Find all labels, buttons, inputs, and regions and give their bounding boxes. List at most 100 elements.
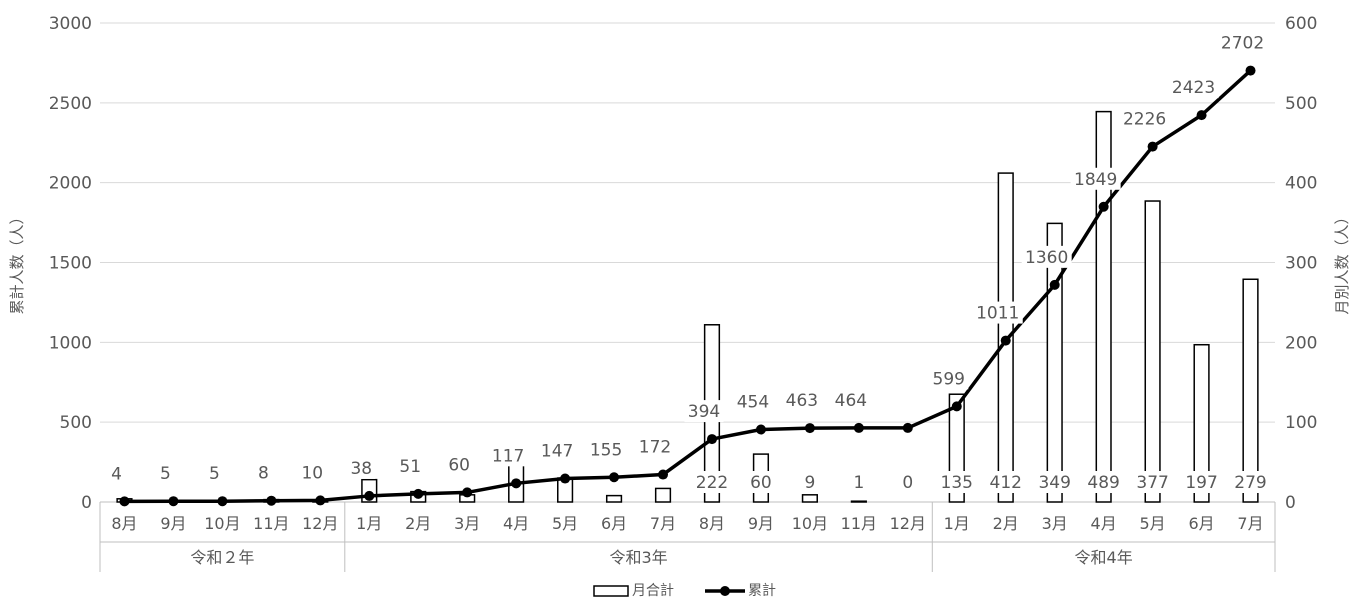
line-label-bg (205, 462, 223, 485)
bar-label-bg (889, 471, 926, 493)
line-label-bg (831, 388, 871, 411)
bar-label-bg (693, 471, 730, 493)
line-label-bg (635, 435, 675, 458)
bar-data-label: 9 (804, 473, 815, 493)
line-point (560, 473, 571, 484)
line-point (217, 496, 228, 507)
line-data-label: 60 (448, 455, 470, 475)
bar-label-bg (1085, 471, 1122, 493)
x-tick-label: 8月 (111, 514, 137, 533)
bar-label-bg (1183, 471, 1220, 493)
y-left-tick-label: 3000 (49, 14, 92, 34)
bar-label-bg (938, 471, 975, 493)
y-left-tick-label: 2500 (49, 94, 92, 114)
x-tick-label: 12月 (890, 514, 926, 533)
line-point (1049, 279, 1060, 290)
line-label-bg (488, 444, 528, 467)
line-point (462, 487, 473, 498)
x-tick-label: 6月 (601, 514, 627, 533)
line-label-bg (298, 461, 327, 484)
y-right-tick-label: 200 (1285, 333, 1317, 353)
y-right-axis-title: 月別人数（人） (1333, 209, 1351, 314)
line-data-label: 38 (350, 459, 372, 479)
x-tick-label: 11月 (841, 514, 877, 533)
line-label-bg (1070, 167, 1121, 190)
line-label-bg (1168, 76, 1219, 99)
bar-月合計 (654, 487, 672, 503)
line-data-label: 10 (301, 463, 323, 483)
line-point (706, 434, 717, 445)
bar-data-label: 0 (902, 473, 913, 493)
line-label-bg (537, 439, 577, 462)
line-累計 (124, 69, 1252, 504)
line-point (266, 495, 277, 506)
line-data-label: 1849 (1074, 170, 1117, 190)
bar-data-label: 377 (1136, 473, 1168, 493)
line-point (1147, 141, 1158, 152)
bar-月合計 (801, 494, 818, 503)
x-tick-label: 6月 (1188, 514, 1214, 533)
x-tick-label: 7月 (1237, 514, 1263, 533)
line-label-bg (1217, 31, 1268, 54)
bar-label-bg (840, 471, 877, 493)
line-label-bg (972, 301, 1023, 324)
y-right-tick-label: 600 (1285, 14, 1317, 34)
bar-月合計 (1046, 222, 1063, 503)
x-tick-label: 5月 (552, 514, 578, 533)
x-tick-label: 9月 (160, 514, 186, 533)
line-data-label: 463 (786, 391, 818, 411)
bar-data-label: 222 (696, 473, 728, 493)
line-data-label: 4 (111, 464, 122, 484)
line-data-label: 172 (639, 438, 671, 458)
x-tick-label: 1月 (356, 514, 382, 533)
x-tick-label: 8月 (699, 514, 725, 533)
line-label-bg (929, 367, 969, 390)
x-tick-label: 12月 (302, 514, 338, 533)
line-label-bg (445, 453, 474, 476)
line-point (315, 495, 326, 506)
line-point (1196, 110, 1207, 121)
line-data-label: 599 (933, 369, 965, 389)
line-point (804, 423, 815, 434)
line-data-label: 8 (258, 464, 269, 484)
x-tick-label: 9月 (748, 514, 774, 533)
y-left-tick-label: 1500 (49, 254, 92, 274)
line-label-bg (156, 462, 174, 485)
line-label-bg (782, 389, 822, 412)
bar-data-label: 279 (1234, 473, 1266, 493)
bar-data-label: 1 (853, 473, 864, 493)
line-point (951, 401, 962, 412)
line-point (1245, 65, 1256, 76)
legend-swatch-point (720, 586, 730, 596)
bar-label-bg (1134, 471, 1171, 493)
line-data-label: 147 (541, 442, 573, 462)
y-right-tick-label: 300 (1285, 254, 1317, 274)
line-data-label: 2423 (1172, 78, 1215, 98)
line-point (1098, 201, 1109, 212)
line-point (511, 478, 522, 489)
y-right-tick-label: 0 (1285, 493, 1296, 513)
x-tick-label: 3月 (454, 514, 480, 533)
bar-data-label: 489 (1087, 473, 1119, 493)
legend-swatch-bar (593, 585, 629, 597)
x-tick-label: 2月 (993, 514, 1019, 533)
y-left-axis-title: 累計人数（人） (8, 209, 26, 314)
x-group-label: 令和4年 (1075, 548, 1133, 567)
line-data-label: 2702 (1221, 34, 1264, 54)
x-group-label: 令和２年 (190, 548, 254, 567)
line-point (1000, 335, 1011, 346)
line-point (364, 490, 375, 501)
line-point (119, 496, 130, 507)
line-label-bg (1119, 107, 1170, 130)
legend-label-line: 累計 (748, 583, 776, 599)
bar-月合計 (1144, 200, 1161, 503)
x-group-label: 令和3年 (609, 548, 667, 567)
line-point (853, 422, 864, 433)
x-tick-label: 10月 (204, 514, 240, 533)
line-point (658, 469, 669, 480)
bar-月合計 (1193, 343, 1210, 503)
y-left-tick-label: 0 (81, 493, 92, 513)
x-tick-label: 1月 (944, 514, 970, 533)
y-left-tick-label: 2000 (49, 174, 92, 194)
